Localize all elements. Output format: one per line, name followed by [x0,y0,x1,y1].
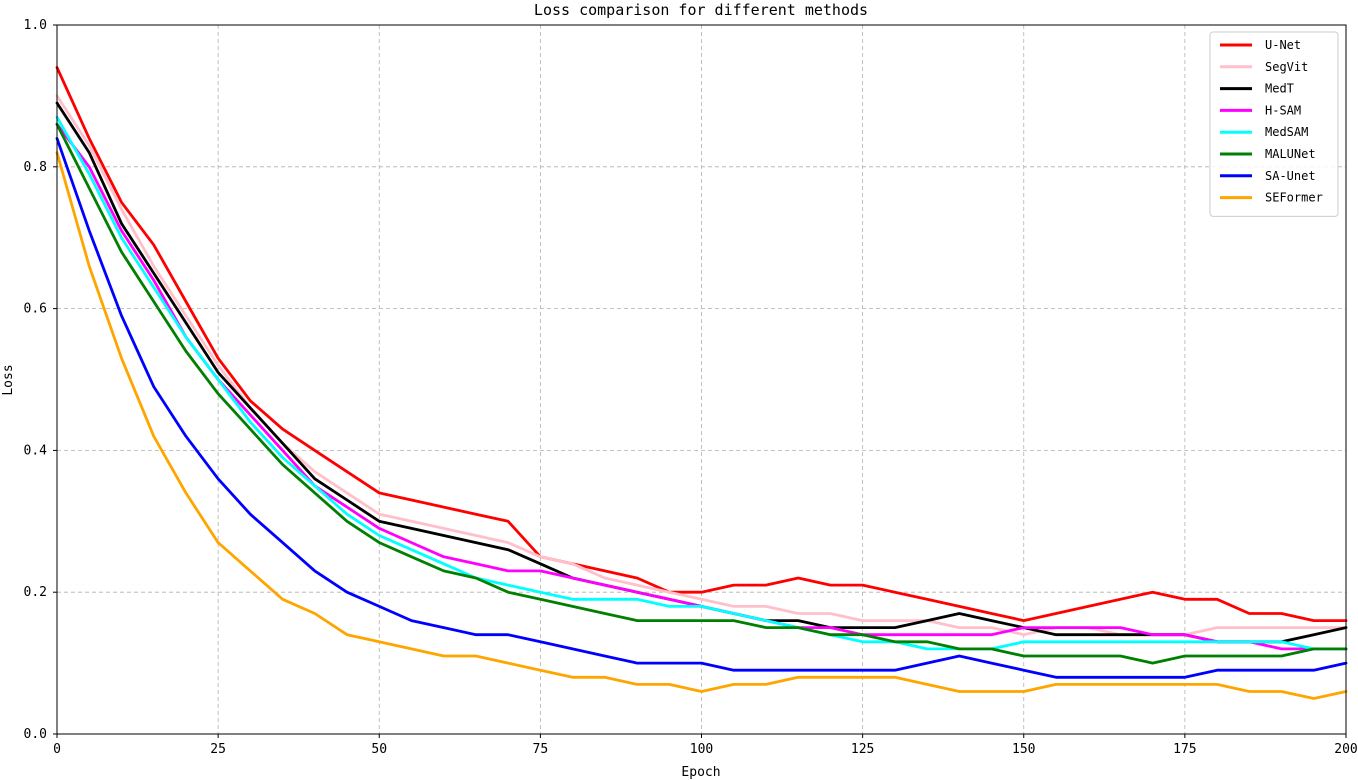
y-tick-label: 0.8 [24,160,47,175]
legend-entry-label: H-SAM [1265,103,1301,117]
x-tick-label: 25 [210,742,226,757]
y-tick-label: 0.0 [24,727,47,742]
series-line-seformer [55,151,1348,700]
x-tick-label: 50 [371,742,387,757]
series-line-sa-unet [55,136,1348,679]
series-layer [55,66,1348,700]
y-axis-ticks: 0.0 0.2 0.4 0.6 0.8 1.0 [24,18,57,742]
x-tick-label: 125 [851,742,874,757]
x-tick-label: 0 [53,742,61,757]
series-line-malunet [55,122,1348,665]
legend-entry-label: MedT [1265,82,1294,96]
x-tick-label: 150 [1012,742,1035,757]
y-tick-label: 0.4 [24,443,48,458]
x-tick-label: 75 [533,742,549,757]
y-tick-label: 1.0 [24,18,47,33]
y-tick-label: 0.6 [24,302,47,317]
x-axis-ticks: 0 25 50 75 100 125 150 175 200 [53,734,1358,757]
legend-entry-label: MedSAM [1265,125,1308,139]
series-line-u-net [55,66,1348,622]
chart-title: Loss comparison for different methods [534,1,868,19]
x-tick-label: 200 [1334,742,1357,757]
x-tick-label: 100 [690,742,713,757]
legend: U-Net SegVit MedT H-SAM MedSAM MALUNet SA-Unet… [1209,31,1339,217]
legend-entry-label: MALUNet [1265,147,1316,161]
series-line-medsam [55,115,1348,651]
grid-lines [56,24,1347,735]
legend-entry-label: SA-Unet [1265,169,1316,183]
legend-entry-label: SegVit [1265,60,1308,74]
y-tick-label: 0.2 [24,585,47,600]
y-axis-label: Loss [1,364,16,395]
x-axis-label: Epoch [681,765,720,780]
legend-box [1209,31,1339,217]
legend-entry-label: U-Net [1265,38,1301,52]
legend-entry-label: SEFormer [1265,191,1323,205]
x-tick-label: 175 [1173,742,1196,757]
